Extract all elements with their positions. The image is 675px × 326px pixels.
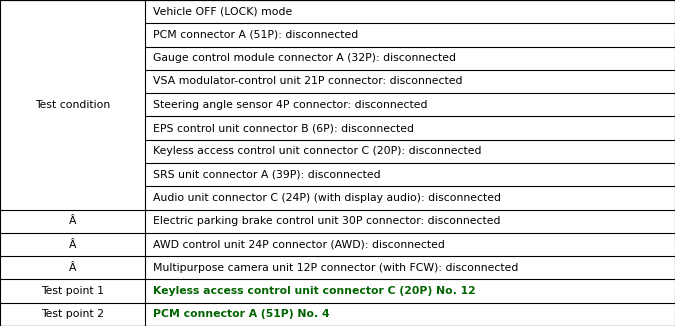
Text: AWD control unit 24P connector (AWD): disconnected: AWD control unit 24P connector (AWD): di… <box>153 240 445 249</box>
Text: PCM connector A (51P) No. 4: PCM connector A (51P) No. 4 <box>153 309 330 319</box>
Text: Test point 1: Test point 1 <box>41 286 104 296</box>
Text: Vehicle OFF (LOCK) mode: Vehicle OFF (LOCK) mode <box>153 7 292 17</box>
Text: Steering angle sensor 4P connector: disconnected: Steering angle sensor 4P connector: disc… <box>153 100 428 110</box>
Text: SRS unit connector A (39P): disconnected: SRS unit connector A (39P): disconnected <box>153 170 381 180</box>
Text: EPS control unit connector B (6P): disconnected: EPS control unit connector B (6P): disco… <box>153 123 414 133</box>
Text: Test condition: Test condition <box>35 100 110 110</box>
Text: Audio unit connector C (24P) (with display audio): disconnected: Audio unit connector C (24P) (with displ… <box>153 193 502 203</box>
Text: Gauge control module connector A (32P): disconnected: Gauge control module connector A (32P): … <box>153 53 456 63</box>
Text: Keyless access control unit connector C (20P) No. 12: Keyless access control unit connector C … <box>153 286 476 296</box>
Text: Â: Â <box>69 240 76 249</box>
Text: PCM connector A (51P): disconnected: PCM connector A (51P): disconnected <box>153 30 358 40</box>
Text: Test point 2: Test point 2 <box>41 309 104 319</box>
Text: Â: Â <box>69 263 76 273</box>
Text: VSA modulator-control unit 21P connector: disconnected: VSA modulator-control unit 21P connector… <box>153 77 463 86</box>
Text: Keyless access control unit connector C (20P): disconnected: Keyless access control unit connector C … <box>153 146 482 156</box>
Text: Electric parking brake control unit 30P connector: disconnected: Electric parking brake control unit 30P … <box>153 216 501 226</box>
Text: Â: Â <box>69 216 76 226</box>
Text: Multipurpose camera unit 12P connector (with FCW): disconnected: Multipurpose camera unit 12P connector (… <box>153 263 518 273</box>
